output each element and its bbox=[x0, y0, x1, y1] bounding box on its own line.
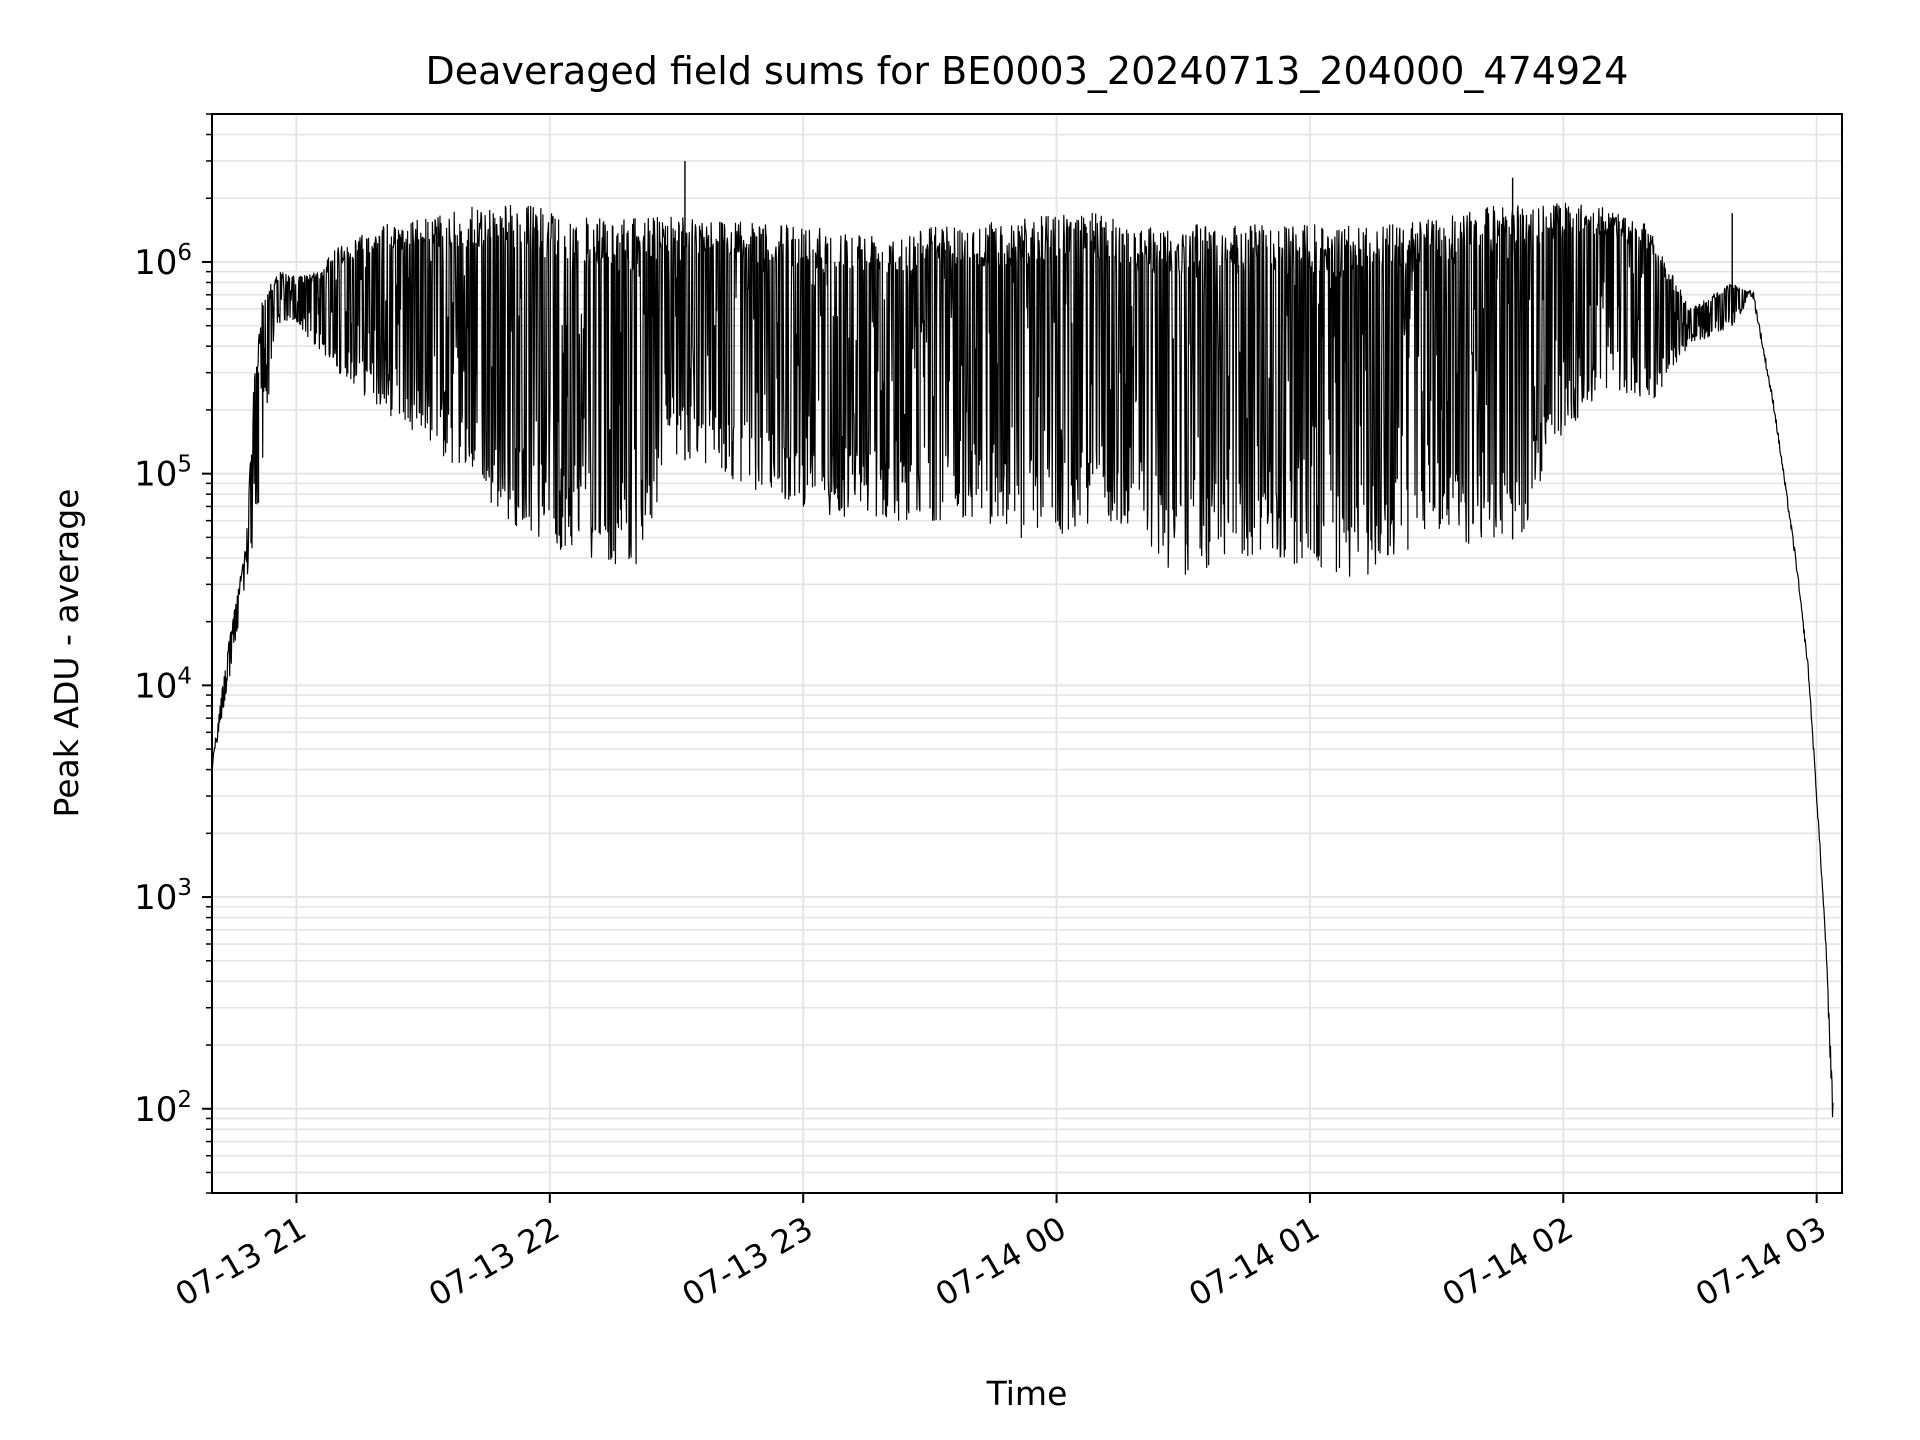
grid bbox=[212, 113, 1842, 1194]
x-axis-label: Time bbox=[986, 1374, 1068, 1413]
chart-title: Deaveraged field sums for BE0003_2024071… bbox=[426, 49, 1629, 93]
series-line bbox=[211, 202, 1834, 1118]
y-tick-label: 106 bbox=[134, 240, 192, 283]
y-tick-label: 102 bbox=[134, 1087, 192, 1130]
y-tick-label: 105 bbox=[134, 452, 192, 495]
y-tick-label: 103 bbox=[134, 875, 192, 918]
plot-frame bbox=[211, 113, 1843, 1194]
y-axis-label: Peak ADU - average bbox=[47, 489, 86, 818]
data-series bbox=[211, 160, 1834, 1118]
y-tick-label: 104 bbox=[134, 663, 192, 706]
